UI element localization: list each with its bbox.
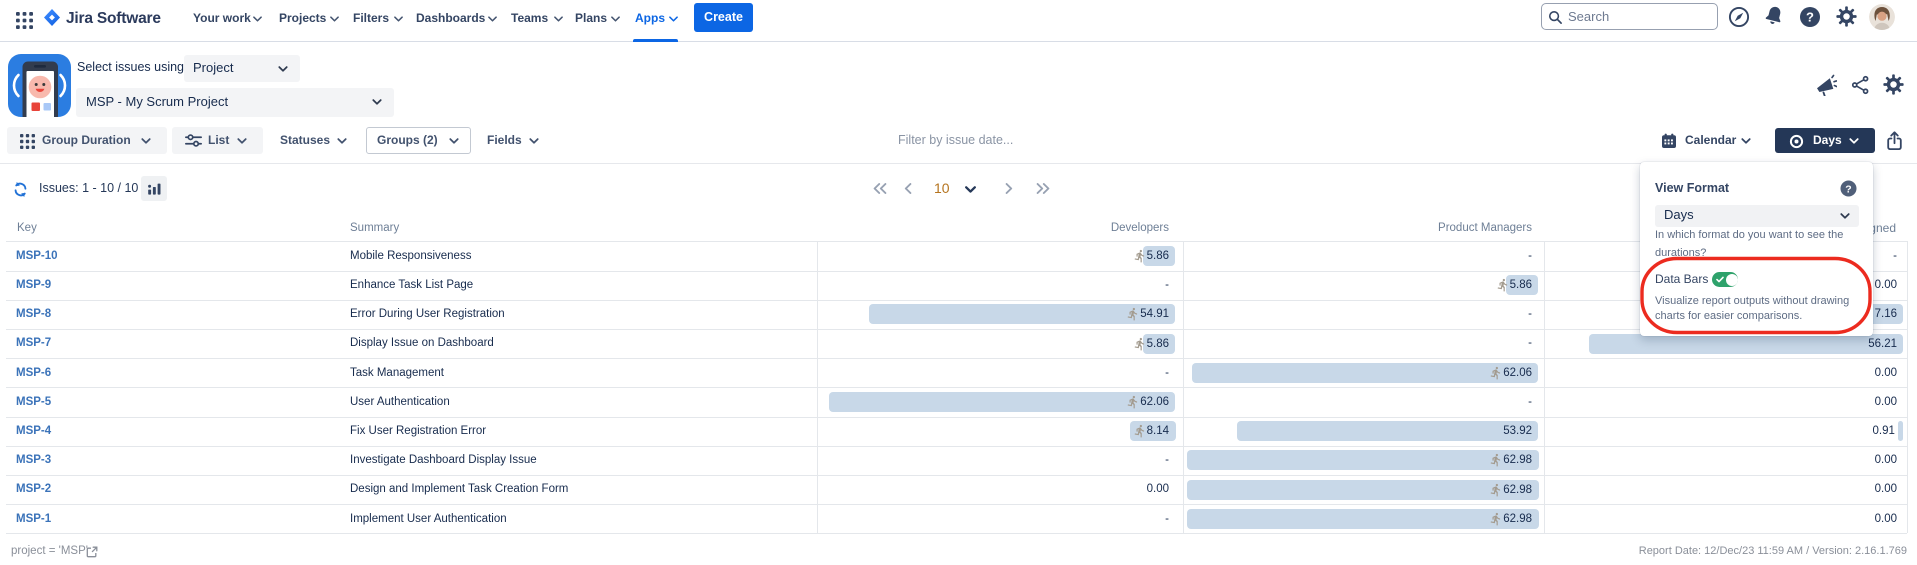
svg-text:?: ? — [1845, 183, 1851, 195]
svg-text:?: ? — [1806, 9, 1814, 24]
